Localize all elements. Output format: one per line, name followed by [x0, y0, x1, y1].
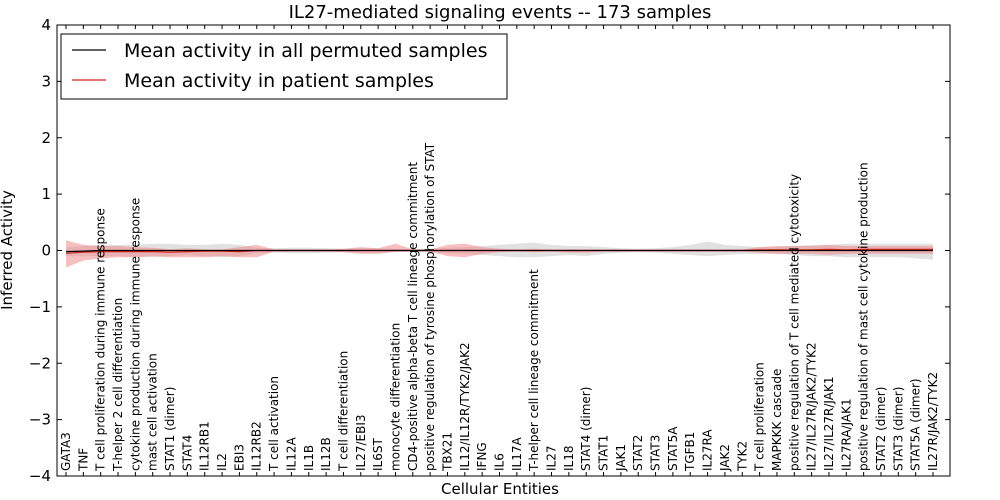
y-tick-label: −4	[29, 467, 51, 485]
x-tick-label: STAT3 (dimer)	[891, 387, 905, 471]
chart-title: IL27-mediated signaling events -- 173 sa…	[289, 2, 712, 23]
y-tick-label: 1	[41, 185, 51, 203]
x-tick-label: TYK2	[735, 441, 749, 472]
x-tick-label: IL2	[215, 453, 229, 471]
x-tick-label: STAT1	[597, 435, 611, 471]
legend: Mean activity in all permuted samples Me…	[60, 33, 508, 100]
x-tick-label: TNF	[76, 448, 90, 472]
x-tick-label: IL1B	[302, 445, 316, 471]
y-tick-label: −1	[29, 298, 51, 316]
y-tick-label: 2	[41, 129, 51, 147]
x-tick-label: IL12RB1	[198, 421, 212, 471]
series-line-permuted	[65, 249, 933, 253]
x-tick-label: EBI3	[232, 444, 246, 471]
x-tick-label: TBX21	[441, 432, 455, 472]
x-tick-label: STAT5A (dimer)	[909, 378, 923, 471]
x-tick-label: positive regulation of tyrosine phosphor…	[423, 142, 437, 471]
x-tick-label: positive regulation of mast cell cytokin…	[857, 162, 871, 471]
y-tick-label: 3	[41, 72, 51, 90]
x-tick-label: IL12A	[284, 437, 298, 471]
x-tick-label: IL27/IL27R/JAK1	[822, 377, 836, 471]
x-tick-label: positive regulation of T cell mediated c…	[787, 174, 801, 471]
x-tick-label: IL12B	[319, 437, 333, 471]
legend-label-permuted: Mean activity in all permuted samples	[124, 40, 487, 62]
x-tick-label: T cell proliferation	[753, 362, 767, 472]
x-tick-label: mast cell activation	[146, 353, 160, 471]
x-tick-label: STAT1 (dimer)	[163, 387, 177, 471]
x-tick-label: IL12/IL12R/TYK2/JAK2	[458, 342, 472, 471]
y-tick-label: −2	[29, 354, 51, 372]
x-tick-label: IL27RA	[701, 429, 715, 471]
y-tick-label: 0	[41, 242, 51, 260]
x-tick-label: STAT2 (dimer)	[874, 387, 888, 471]
category-labels: GATA3 TNF T cell proliferation during immu…	[59, 142, 940, 472]
x-tick-label: GATA3	[59, 432, 73, 471]
x-tick-label: STAT3	[649, 435, 663, 471]
x-tick-label: STAT2	[631, 435, 645, 471]
x-axis	[65, 25, 934, 476]
x-tick-label: IL27RA/JAK1	[839, 398, 853, 471]
x-tick-label: cytokine production during immune respon…	[128, 198, 142, 471]
x-tick-label: MAPKKK cascade	[770, 369, 784, 471]
x-tick-label: IL27/EBI3	[354, 414, 368, 471]
x-tick-label: T-helper cell lineage commitment	[527, 269, 541, 472]
x-tick-label: IL18	[562, 446, 576, 472]
band-patient	[66, 240, 933, 268]
x-tick-label: CD4-positive alpha-beta T cell lineage c…	[406, 162, 420, 471]
x-tick-label: T-helper 2 cell differentiation	[111, 298, 125, 472]
plot-area	[65, 240, 933, 268]
x-tick-label: monocyte differentiation	[389, 323, 403, 471]
x-tick-label: JAK2	[718, 444, 732, 472]
y-axis-label: Inferred Activity	[0, 190, 16, 310]
x-tick-label: IL6	[493, 453, 507, 471]
x-tick-label: IL12RB2	[250, 421, 264, 471]
x-tick-label: IL6ST	[371, 438, 385, 471]
x-tick-label: JAK1	[614, 444, 628, 472]
x-tick-label: TGFB1	[683, 432, 697, 472]
legend-box	[60, 33, 508, 100]
x-tick-label: T cell proliferation during immune respo…	[94, 208, 108, 472]
x-axis-label: Cellular Entities	[441, 480, 559, 498]
x-tick-label: STAT5A	[666, 426, 680, 471]
x-tick-label: IFNG	[475, 442, 489, 471]
y-axis: −4 −3 −2 −1 0 1 2 3 4	[29, 16, 950, 485]
x-tick-label: STAT4 (dimer)	[579, 387, 593, 471]
x-tick-label: T cell differentiation	[336, 351, 350, 472]
x-tick-label: IL17A	[510, 437, 524, 471]
x-tick-label: STAT4	[180, 435, 194, 471]
x-tick-label: IL27	[545, 446, 559, 472]
y-tick-label: −3	[29, 411, 51, 429]
legend-label-patient: Mean activity in patient samples	[124, 70, 434, 92]
x-tick-label: IL27R/JAK2/TYK2	[926, 372, 940, 471]
x-tick-label: T cell activation	[267, 376, 281, 472]
y-tick-label: 4	[41, 16, 51, 34]
x-tick-label: IL27/IL27R/JAK2/TYK2	[805, 342, 819, 471]
